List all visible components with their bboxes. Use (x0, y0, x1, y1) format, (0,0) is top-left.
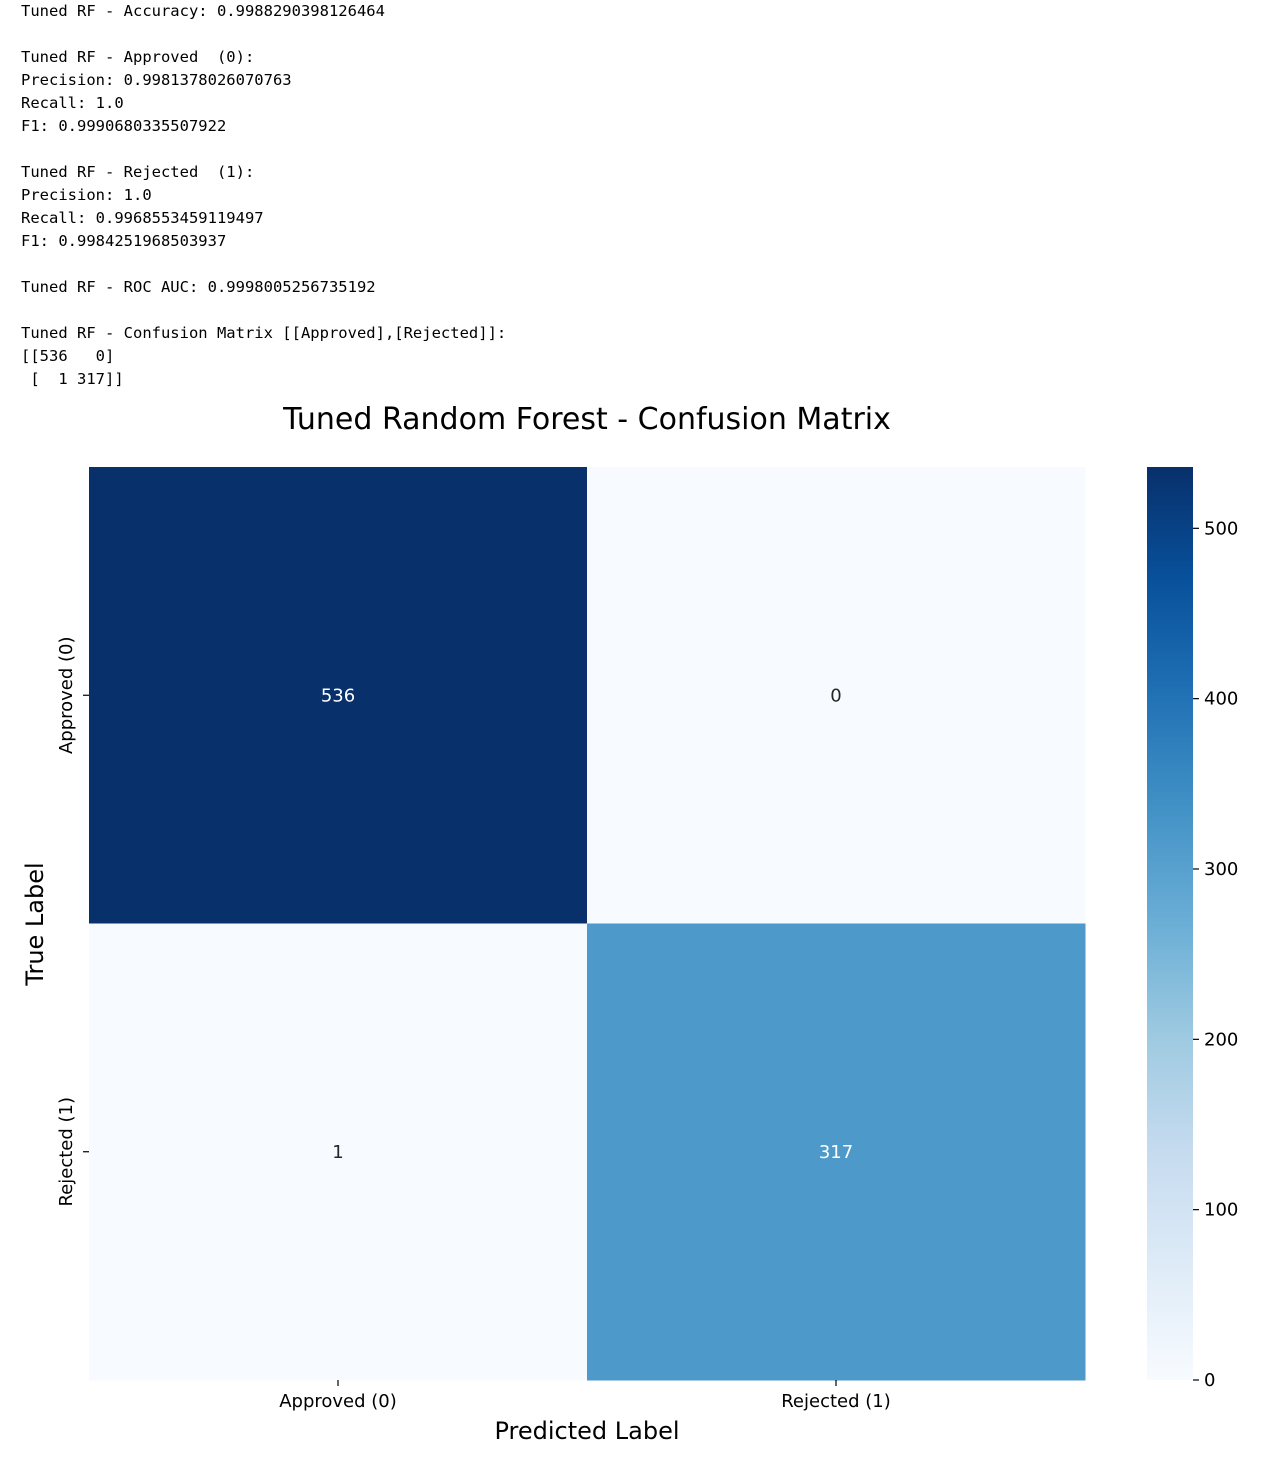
colorbar-tick-label: 100 (1204, 1200, 1238, 1221)
heatmap-cells (89, 467, 1086, 1381)
colorbar-tick-label: 300 (1204, 859, 1238, 880)
console-line: Tuned RF - Accuracy: 0.9988290398126464 (21, 2, 385, 20)
console-line: Tuned RF - Confusion Matrix [[Approved],… (21, 324, 507, 342)
cell-value-label: 536 (321, 685, 355, 706)
heatmap-cell (587, 923, 1086, 1381)
console-line: Precision: 0.9981378026070763 (21, 71, 292, 89)
console-line: Recall: 0.9968553459119497 (21, 209, 264, 227)
console-line: Tuned RF - Rejected (1): (21, 163, 255, 181)
console-line: Tuned RF - ROC AUC: 0.9998005256735192 (21, 278, 376, 296)
cell-value-label: 0 (830, 685, 841, 706)
cell-value-label: 317 (819, 1142, 853, 1163)
y-axis-label: True Label (21, 862, 49, 986)
console-output: Tuned RF - Accuracy: 0.9988290398126464 T… (21, 0, 506, 391)
heatmap-cell-labels: 536 0 1 317 (321, 685, 853, 1163)
y-tick-label: Approved (0) (56, 636, 77, 754)
console-line: Tuned RF - Approved (0): (21, 48, 255, 66)
x-axis-label: Predicted Label (494, 1417, 679, 1445)
console-line: F1: 0.9984251968503937 (21, 232, 227, 250)
console-line: [[536 0] (21, 347, 115, 365)
colorbar-tick-label: 200 (1204, 1029, 1238, 1050)
y-tick-label: Rejected (1) (56, 1097, 77, 1207)
cell-value-label: 1 (332, 1142, 343, 1163)
colorbar-ticks: 0 100 200 300 400 500 (1193, 518, 1238, 1391)
colorbar-tick-label: 500 (1204, 518, 1238, 539)
colorbar (1147, 467, 1193, 1380)
heatmap-cell (587, 467, 1086, 924)
x-tick-label: Approved (0) (279, 1391, 397, 1412)
chart-title: Tuned Random Forest - Confusion Matrix (282, 402, 891, 437)
heatmap-cell (89, 467, 588, 924)
y-axis-ticks: Approved (0) Rejected (1) (56, 636, 89, 1207)
console-line: [ 1 317]] (21, 370, 124, 388)
console-line: Precision: 1.0 (21, 186, 152, 204)
console-line: F1: 0.9990680335507922 (21, 117, 227, 135)
colorbar-tick-label: 400 (1204, 689, 1238, 710)
x-axis-ticks: Approved (0) Rejected (1) (279, 1380, 891, 1412)
x-tick-label: Rejected (1) (781, 1391, 891, 1412)
console-line: Recall: 1.0 (21, 94, 124, 112)
colorbar-tick-label: 0 (1204, 1370, 1215, 1391)
heatmap-cell (89, 923, 588, 1381)
